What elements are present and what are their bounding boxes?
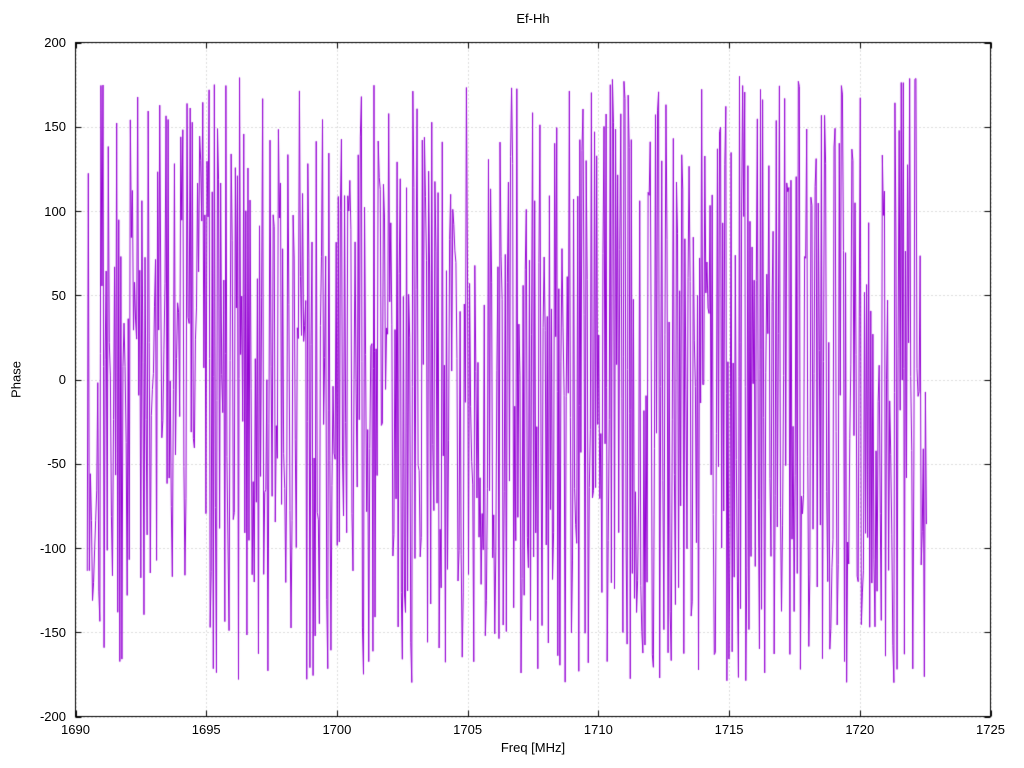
x-tick-label: 1710 <box>583 722 613 737</box>
chart-title: Ef-Hh <box>516 11 550 26</box>
y-tick-label: 100 <box>44 203 66 219</box>
x-tick-label: 1720 <box>845 722 875 737</box>
x-tick-label: 1690 <box>61 722 90 737</box>
y-tick-label: 0 <box>58 372 66 387</box>
x-tick-label: 1695 <box>191 722 221 737</box>
y-tick-label: -100 <box>39 540 66 556</box>
y-tick-label: 200 <box>44 35 66 50</box>
y-tick-label: -50 <box>47 456 66 472</box>
y-tick-label: -150 <box>39 624 66 640</box>
x-tick-label: 1725 <box>976 722 1005 737</box>
y-tick-label: 50 <box>51 287 66 303</box>
y-tick-label: -200 <box>39 709 66 724</box>
x-tick-label: 1715 <box>714 722 744 737</box>
x-tick-label: 1700 <box>322 722 352 737</box>
x-axis-label: Freq [MHz] <box>500 740 566 755</box>
y-tick-label: 150 <box>44 119 66 135</box>
x-tick-label: 1705 <box>453 722 483 737</box>
